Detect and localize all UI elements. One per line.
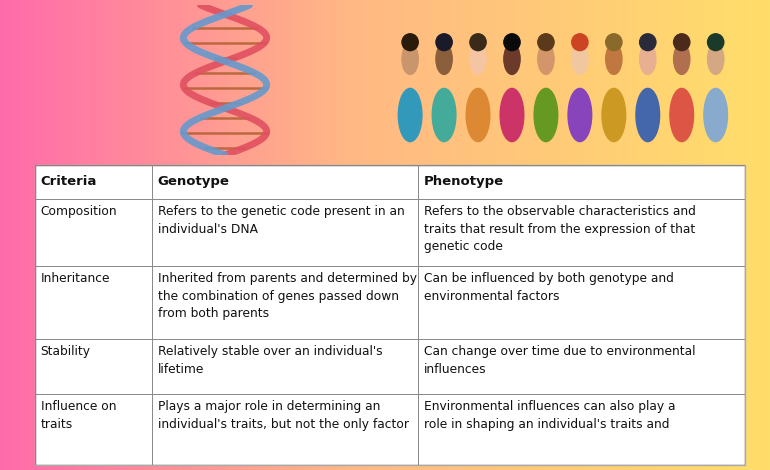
Ellipse shape [402,44,418,74]
Ellipse shape [470,44,486,74]
Ellipse shape [708,34,724,51]
Text: Environmental influences can also play a
role in shaping an individual's traits : Environmental influences can also play a… [424,400,675,431]
Ellipse shape [572,34,588,51]
Text: Genotype: Genotype [158,175,229,188]
Text: Inherited from parents and determined by
the combination of genes passed down
fr: Inherited from parents and determined by… [158,272,417,320]
Ellipse shape [636,88,660,141]
Ellipse shape [436,34,452,51]
Text: Criteria: Criteria [41,175,97,188]
Text: Phenotype: Phenotype [424,175,504,188]
Ellipse shape [674,34,690,51]
Text: Relatively stable over an individual's
lifetime: Relatively stable over an individual's l… [158,345,383,376]
Ellipse shape [432,88,456,141]
Ellipse shape [537,44,554,74]
Ellipse shape [674,44,690,74]
Ellipse shape [534,88,557,141]
Ellipse shape [670,88,694,141]
Text: Refers to the observable characteristics and
traits that result from the express: Refers to the observable characteristics… [424,205,696,253]
Text: Plays a major role in determining an
individual's traits, but not the only facto: Plays a major role in determining an ind… [158,400,409,431]
Ellipse shape [398,88,422,141]
Text: Can be influenced by both genotype and
environmental factors: Can be influenced by both genotype and e… [424,272,674,303]
Ellipse shape [640,34,656,51]
Ellipse shape [572,44,588,74]
Ellipse shape [466,88,490,141]
Ellipse shape [704,88,728,141]
Text: Composition: Composition [41,205,117,219]
Text: Can change over time due to environmental
influences: Can change over time due to environmenta… [424,345,695,376]
Ellipse shape [606,34,622,51]
Text: Refers to the genetic code present in an
individual's DNA: Refers to the genetic code present in an… [158,205,404,236]
Ellipse shape [606,44,622,74]
Ellipse shape [500,88,524,141]
Ellipse shape [602,88,626,141]
Ellipse shape [537,34,554,51]
Ellipse shape [568,88,591,141]
Ellipse shape [402,34,418,51]
Ellipse shape [504,34,520,51]
Ellipse shape [470,34,486,51]
Text: Inheritance: Inheritance [41,272,110,285]
Ellipse shape [504,44,520,74]
Ellipse shape [708,44,724,74]
Ellipse shape [640,44,656,74]
Ellipse shape [436,44,452,74]
Text: Stability: Stability [41,345,91,358]
Text: Influence on
traits: Influence on traits [41,400,116,431]
